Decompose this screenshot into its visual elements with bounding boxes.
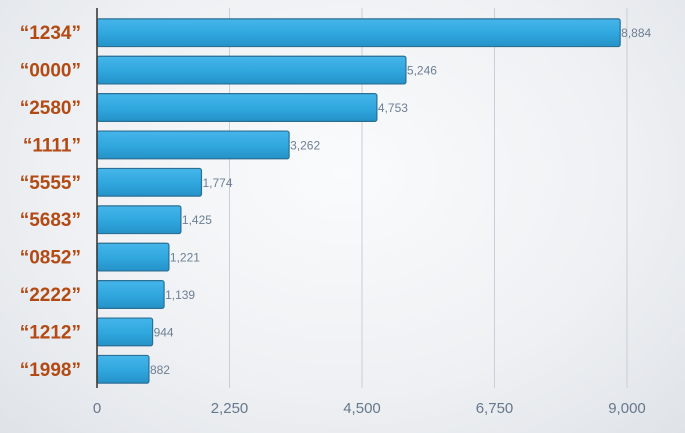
value-label-3: 3,262 — [290, 138, 320, 152]
category-label-7: “2222” — [20, 285, 81, 306]
category-label-0: “1234” — [20, 23, 81, 44]
category-label-3: “1111” — [23, 135, 81, 156]
value-label-4: 1,774 — [202, 176, 232, 190]
x-axis-ticks: 0 2,250 4,500 6,750 9,000 — [93, 400, 646, 417]
category-label-6: “0852” — [20, 248, 81, 269]
value-label-2: 4,753 — [378, 101, 408, 115]
value-label-5: 1,425 — [182, 213, 212, 227]
bar-9 — [96, 354, 150, 384]
bar-0 — [96, 18, 621, 48]
bar-1 — [96, 55, 407, 85]
category-label-1: “0000” — [20, 61, 81, 82]
bar-6 — [96, 242, 170, 272]
value-label-6: 1,221 — [170, 251, 200, 265]
bar-4 — [96, 167, 203, 197]
bars — [96, 18, 621, 384]
category-labels: “1234” “0000” “2580” “1111” “5555” “5683” “085… — [20, 23, 81, 381]
value-label-7: 1,139 — [165, 288, 195, 302]
x-tick-label-4: 9,000 — [608, 400, 646, 417]
value-label-0: 8,884 — [621, 26, 651, 40]
x-tick-label-1: 2,250 — [211, 400, 249, 417]
category-label-9: “1998” — [20, 360, 81, 381]
category-label-4: “5555” — [20, 173, 81, 194]
value-label-9: 882 — [150, 363, 170, 377]
value-labels: 8,884 5,246 4,753 3,262 1,774 1,425 1,221 1,139… — [150, 26, 652, 377]
category-label-2: “2580” — [20, 98, 81, 119]
category-label-8: “1212” — [20, 322, 81, 343]
bar-8 — [96, 317, 154, 347]
bar-3 — [96, 130, 290, 160]
bar-7 — [96, 280, 165, 309]
x-tick-label-3: 6,750 — [476, 400, 514, 417]
category-label-5: “5683” — [20, 210, 81, 231]
bar-5 — [96, 205, 182, 235]
x-tick-label-0: 0 — [93, 400, 101, 417]
x-tick-label-2: 4,500 — [343, 400, 381, 417]
value-label-1: 5,246 — [407, 64, 437, 78]
value-label-8: 944 — [154, 325, 174, 339]
bar-2 — [96, 93, 378, 122]
